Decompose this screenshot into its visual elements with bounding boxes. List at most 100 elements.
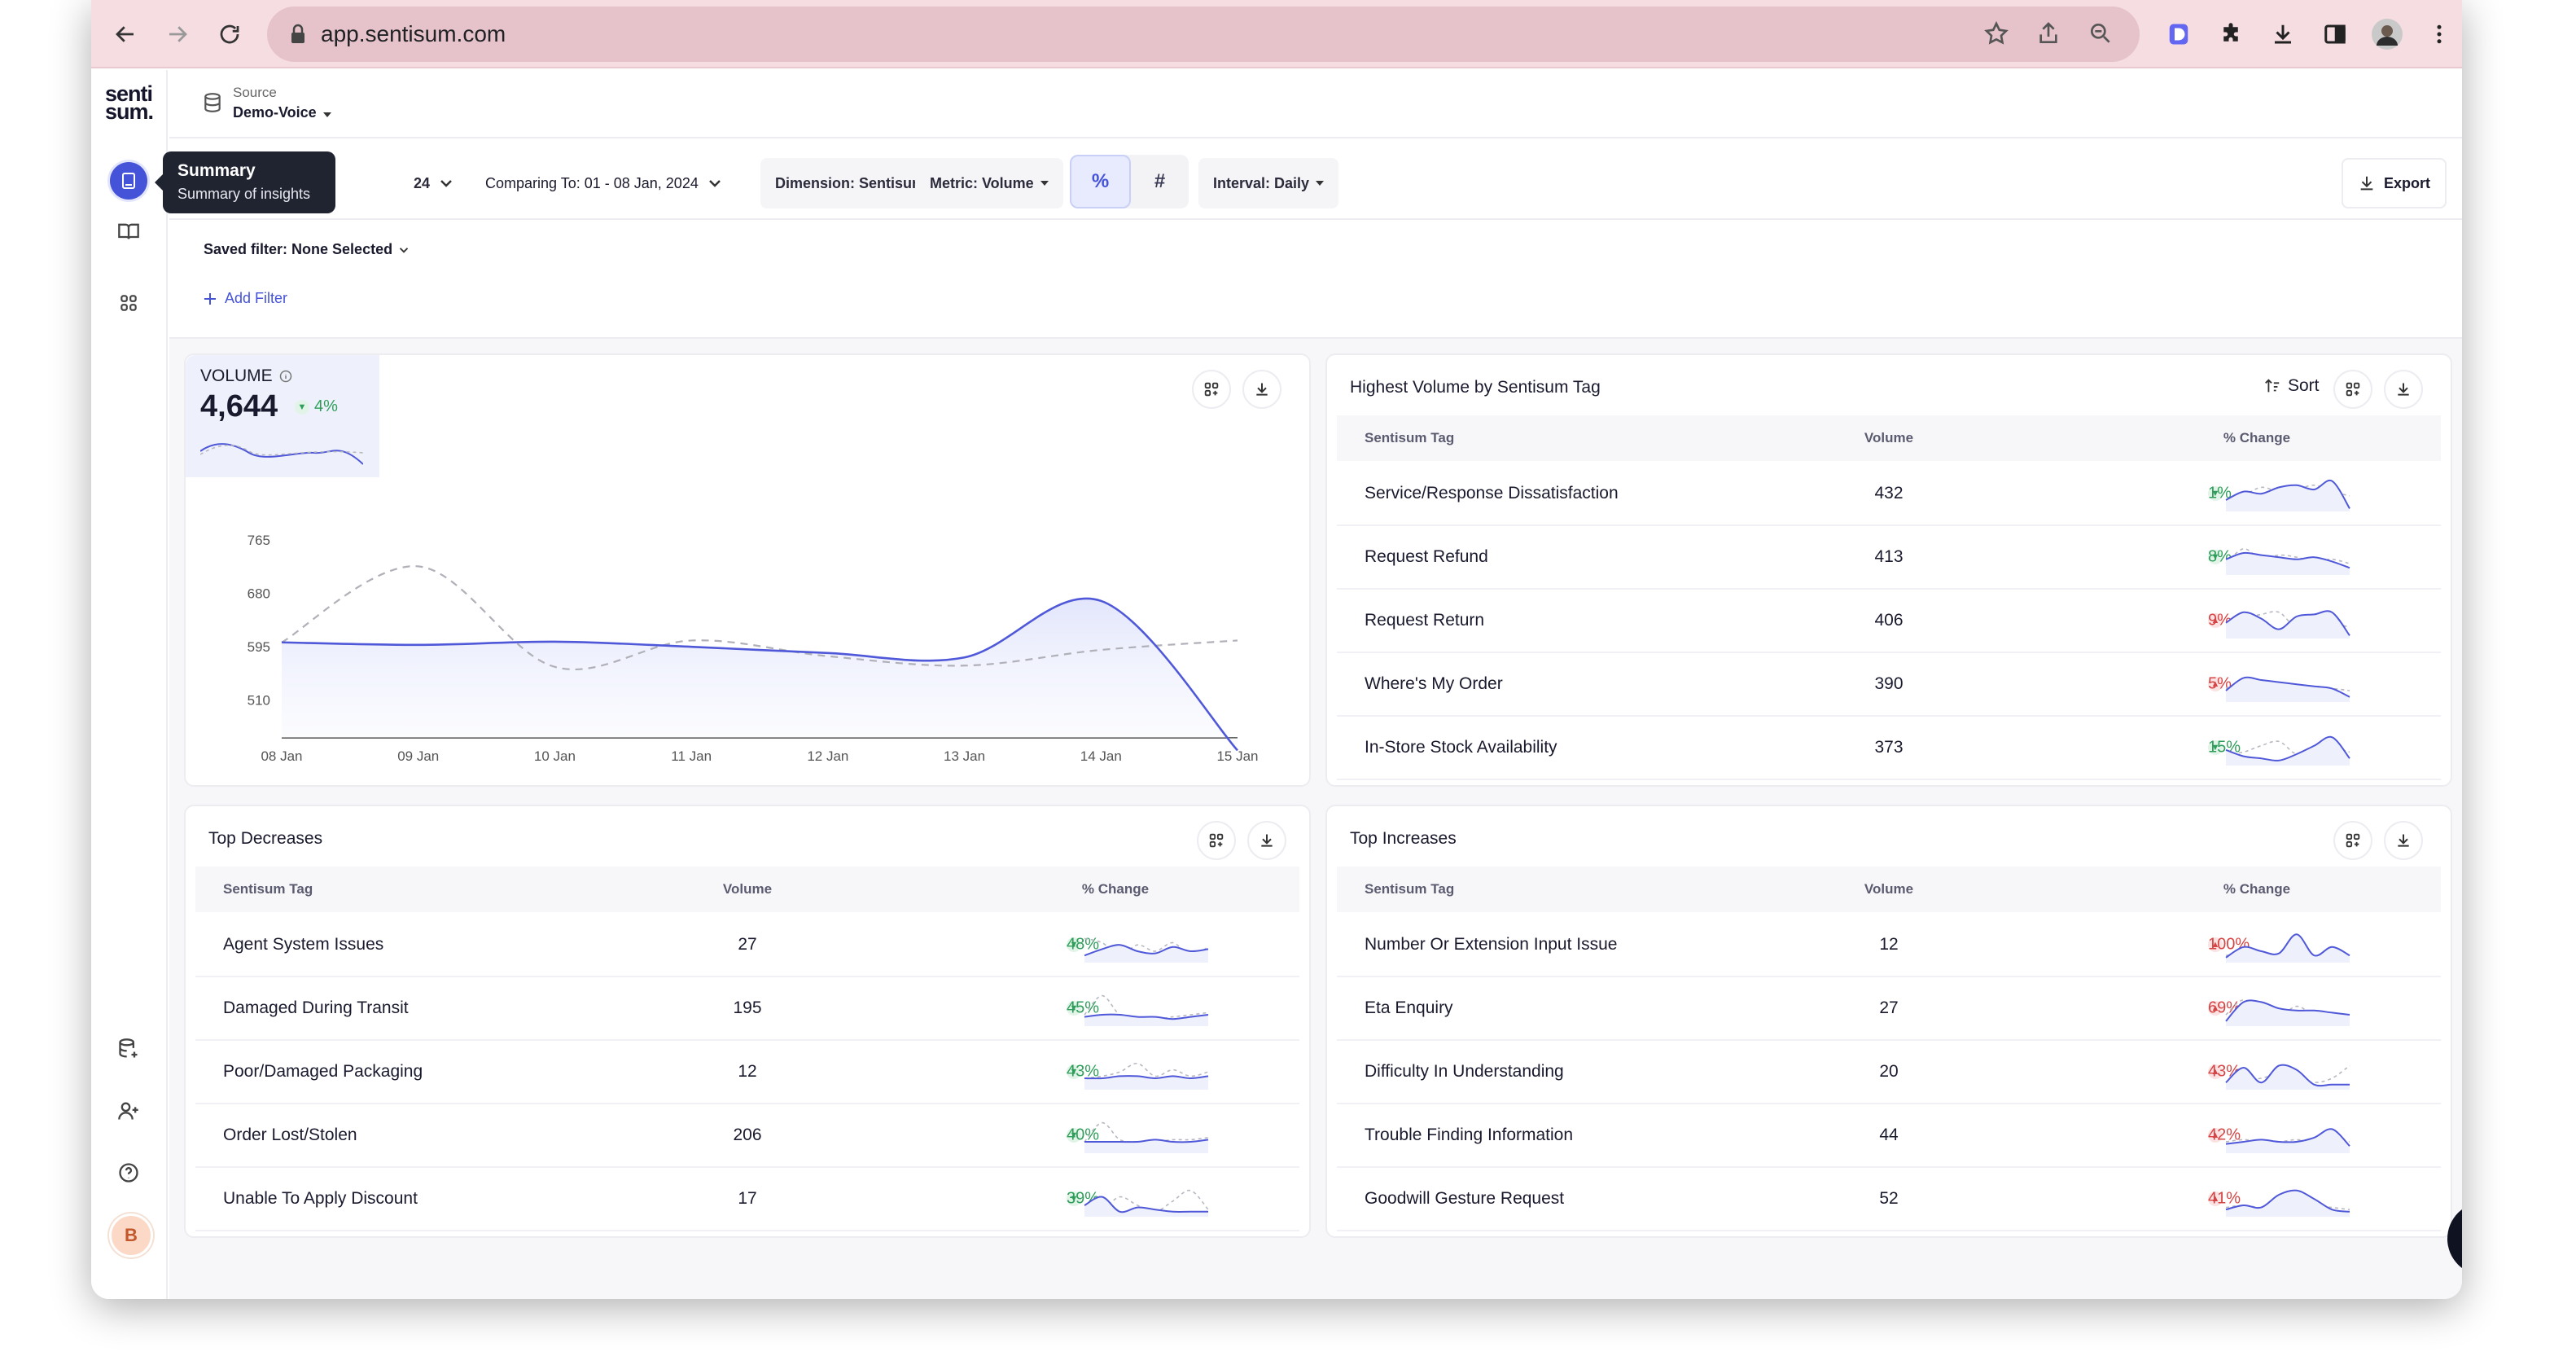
help-icon[interactable] bbox=[107, 1152, 150, 1194]
logo-line1: senti bbox=[105, 81, 153, 106]
export-icon bbox=[2360, 176, 2373, 191]
x-tick-label: 09 Jan bbox=[397, 748, 439, 764]
widget-icon[interactable] bbox=[1197, 821, 1236, 860]
sparkline-line bbox=[1084, 1139, 1209, 1143]
table-row[interactable]: Difficulty In Understanding 20 ▲ 43% bbox=[1337, 1041, 2441, 1104]
row-tag: Number Or Extension Input Issue bbox=[1365, 935, 1618, 954]
row-change-value: 40% bbox=[1067, 1126, 1100, 1144]
table-row[interactable]: Request Refund 413 ▼ 8% bbox=[1337, 526, 2441, 590]
source-selector[interactable]: Source Demo-Voice bbox=[202, 85, 331, 121]
forward-icon[interactable] bbox=[158, 15, 197, 54]
apps-grid-icon[interactable] bbox=[107, 282, 150, 324]
row-tag: Goodwill Gesture Request bbox=[1365, 1189, 1565, 1208]
row-volume: 373 bbox=[1874, 738, 1904, 757]
sparkline-area bbox=[2226, 1000, 2350, 1026]
export-button[interactable]: Export bbox=[2342, 158, 2447, 208]
extension-d-icon[interactable] bbox=[2159, 15, 2198, 54]
puzzle-icon[interactable] bbox=[2211, 15, 2250, 54]
sparkline-line bbox=[2225, 933, 2350, 959]
percent-toggle[interactable]: % bbox=[1070, 155, 1131, 208]
date-range-dropdown[interactable]: 24 bbox=[414, 158, 453, 208]
zoom-icon[interactable] bbox=[2088, 20, 2114, 46]
column-header[interactable]: Sentisum Tag bbox=[1365, 430, 1455, 445]
sidepanel-icon[interactable] bbox=[2315, 15, 2355, 54]
table-row[interactable]: In-Store Stock Availability 373 ▼ 15% bbox=[1337, 717, 2441, 780]
browser-toolbar: app.sentisum.com bbox=[91, 0, 2462, 68]
table-row[interactable]: Service/Response Dissatisfaction 432 ▼ 1% bbox=[1337, 463, 2441, 526]
column-header[interactable]: Volume bbox=[1864, 430, 1914, 445]
download-icon[interactable] bbox=[2263, 15, 2302, 54]
row-sparkline bbox=[2225, 998, 2350, 1026]
profile-avatar-icon[interactable] bbox=[2368, 15, 2407, 54]
download-icon[interactable] bbox=[1247, 821, 1286, 860]
sentisum-logo[interactable]: senti sum. bbox=[105, 81, 154, 124]
user-add-icon[interactable] bbox=[107, 1090, 150, 1132]
widget-icon[interactable] bbox=[2333, 821, 2372, 860]
logo-line2: sum. bbox=[105, 99, 154, 124]
saved-filter-dropdown[interactable]: Saved filter: None Selected bbox=[204, 241, 409, 258]
sidebar-item-summary[interactable] bbox=[107, 160, 150, 202]
back-icon[interactable] bbox=[106, 15, 145, 54]
row-volume: 52 bbox=[1879, 1189, 1899, 1208]
database-add-icon[interactable] bbox=[107, 1028, 150, 1070]
row-volume: 20 bbox=[1879, 1062, 1899, 1081]
column-header[interactable]: % Change bbox=[1081, 881, 1150, 897]
count-toggle[interactable]: # bbox=[1154, 170, 1166, 192]
arrow-down-icon: ▼ bbox=[1067, 1128, 1081, 1143]
row-tag: Unable To Apply Discount bbox=[223, 1189, 418, 1208]
sparkline-line bbox=[2225, 676, 2350, 698]
row-tag: Request Refund bbox=[1365, 547, 1488, 566]
row-volume: 432 bbox=[1874, 484, 1904, 502]
download-icon[interactable] bbox=[1242, 370, 1281, 409]
row-sparkline bbox=[2225, 1128, 2350, 1153]
share-icon[interactable] bbox=[2035, 20, 2061, 46]
table-row[interactable]: Number Or Extension Input Issue 12 ▲ 100% bbox=[1337, 914, 2441, 977]
column-header[interactable]: Sentisum Tag bbox=[223, 881, 313, 897]
sort-button[interactable]: Sort bbox=[2263, 376, 2320, 396]
row-volume: 413 bbox=[1874, 547, 1904, 566]
download-icon[interactable] bbox=[2384, 370, 2423, 409]
sparkline-area bbox=[2226, 677, 2350, 702]
table-row[interactable]: Poor/Damaged Packaging 12 ▼ 43% bbox=[195, 1041, 1299, 1104]
sparkline-compare bbox=[2225, 1064, 2350, 1084]
metric-dropdown[interactable]: Metric: Volume bbox=[915, 158, 1063, 208]
add-filter-label: Add Filter bbox=[225, 290, 288, 306]
table-row[interactable]: Goodwill Gesture Request 52 ▲ 41% bbox=[1337, 1168, 2441, 1231]
column-header[interactable]: % Change bbox=[2223, 430, 2291, 445]
widget-icon[interactable] bbox=[1192, 370, 1231, 409]
table-row[interactable]: Order Lost/Stolen 206 ▼ 40% bbox=[195, 1104, 1299, 1168]
column-header[interactable]: Sentisum Tag bbox=[1365, 881, 1455, 897]
lock-icon bbox=[290, 24, 306, 45]
volume-summary[interactable]: VOLUME 4,644 ▼ 4% bbox=[186, 355, 379, 477]
column-header[interactable]: Volume bbox=[722, 881, 773, 897]
user-avatar[interactable]: B bbox=[109, 1213, 153, 1257]
row-tag: Difficulty In Understanding bbox=[1365, 1062, 1564, 1081]
sparkline-line bbox=[1084, 1196, 1208, 1213]
column-header[interactable]: Volume bbox=[1864, 881, 1914, 897]
comparing-dropdown[interactable]: Comparing To: 01 - 08 Jan, 2024 bbox=[471, 158, 736, 208]
interval-dropdown[interactable]: Interval: Daily bbox=[1198, 158, 1339, 208]
table-row[interactable]: Where's My Order 390 ▲ 5% bbox=[1337, 653, 2441, 717]
table-row[interactable]: Agent System Issues 27 ▼ 48% bbox=[195, 914, 1299, 977]
add-filter-button[interactable]: Add Filter bbox=[204, 290, 287, 307]
table-row[interactable]: Damaged During Transit 195 ▼ 45% bbox=[195, 977, 1299, 1041]
menu-dots-icon[interactable] bbox=[2420, 15, 2459, 54]
table-row[interactable]: Request Return 406 ▲ 9% bbox=[1337, 590, 2441, 653]
arrow-up-icon: ▲ bbox=[2208, 677, 2223, 691]
main-content: Source Demo-Voice 24 Comparing To: 01 - … bbox=[169, 70, 2462, 1299]
database-icon bbox=[202, 91, 223, 121]
table-row[interactable]: Unable To Apply Discount 17 ▼ 39% bbox=[195, 1168, 1299, 1231]
address-bar[interactable]: app.sentisum.com bbox=[267, 7, 2140, 62]
download-icon[interactable] bbox=[2384, 821, 2423, 860]
reload-icon[interactable] bbox=[210, 15, 249, 54]
widget-icon[interactable] bbox=[2333, 370, 2372, 409]
row-volume: 12 bbox=[1879, 935, 1899, 954]
book-open-icon[interactable] bbox=[107, 210, 150, 252]
info-icon[interactable] bbox=[279, 370, 292, 383]
column-header[interactable]: % Change bbox=[2223, 881, 2291, 897]
table-row[interactable]: Trouble Finding Information 44 ▲ 42% bbox=[1337, 1104, 2441, 1168]
table-row[interactable]: Eta Enquiry 27 ▲ 69% bbox=[1337, 977, 2441, 1041]
y-tick-label: 765 bbox=[248, 533, 270, 548]
star-icon[interactable] bbox=[1983, 20, 2009, 46]
export-label: Export bbox=[2384, 174, 2431, 191]
